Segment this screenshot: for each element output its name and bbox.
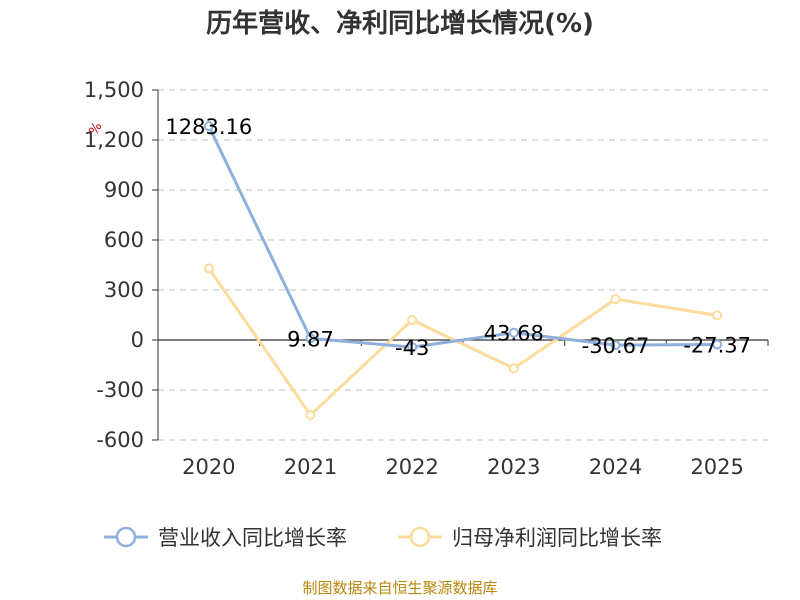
grid-lines bbox=[158, 89, 768, 441]
data-point bbox=[712, 339, 723, 350]
data-label: -43 bbox=[395, 336, 429, 360]
y-tick-label: 1,500 bbox=[84, 78, 144, 102]
x-tick-label: 2024 bbox=[589, 455, 642, 479]
x-tick-label: 2025 bbox=[690, 455, 743, 479]
data-point bbox=[203, 263, 214, 274]
data-point bbox=[305, 410, 316, 420]
legend-label: 归母净利润同比增长率 bbox=[452, 526, 662, 550]
data-point bbox=[508, 363, 519, 374]
data-point bbox=[305, 333, 316, 344]
y-tick-label: 0 bbox=[131, 328, 144, 352]
data-point bbox=[712, 310, 723, 321]
y-tick-label: -300 bbox=[96, 378, 144, 402]
data-point bbox=[610, 340, 621, 351]
legend: 营业收入同比增长率 归母净利润同比增长率 bbox=[104, 526, 662, 550]
data-labels: 1283.16 9.87 -43 43.68 -30.67 -27.37 bbox=[165, 115, 751, 360]
x-tick-label: 2021 bbox=[284, 455, 337, 479]
data-point bbox=[407, 315, 418, 325]
legend-label: 营业收入同比增长率 bbox=[158, 526, 347, 550]
y-tick-label: 300 bbox=[104, 278, 144, 302]
data-label: 1283.16 bbox=[165, 115, 252, 139]
y-tick-label: 900 bbox=[104, 178, 144, 202]
y-tick-label: -600 bbox=[96, 428, 144, 452]
y-tick-label: 600 bbox=[104, 228, 144, 252]
chart-title: 历年营收、净利同比增长情况(%) bbox=[206, 9, 594, 39]
legend-swatch-marker bbox=[409, 526, 431, 548]
data-point bbox=[407, 342, 418, 353]
data-point bbox=[203, 121, 214, 132]
legend-swatch-marker bbox=[115, 526, 137, 548]
data-label: 9.87 bbox=[287, 327, 334, 351]
y-tick-label: 1,200 bbox=[84, 128, 144, 152]
data-label: -27.37 bbox=[683, 334, 751, 358]
data-label: 43.68 bbox=[484, 322, 544, 346]
x-tick-label: 2020 bbox=[182, 455, 235, 479]
data-point bbox=[508, 327, 519, 338]
series-line-0 bbox=[207, 124, 719, 349]
series-line-1 bbox=[207, 266, 719, 417]
axes: 1,500 1,200 900 600 300 0 -300 -600 2020 2021 2022… bbox=[84, 78, 769, 479]
data-source-note: 制图数据来自恒生聚源数据库 bbox=[302, 579, 498, 597]
data-point bbox=[610, 294, 621, 305]
x-tick-label: 2023 bbox=[487, 455, 540, 479]
x-tick-label: 2022 bbox=[385, 455, 438, 479]
data-label: -30.67 bbox=[582, 334, 650, 358]
series-lines bbox=[203, 121, 723, 420]
